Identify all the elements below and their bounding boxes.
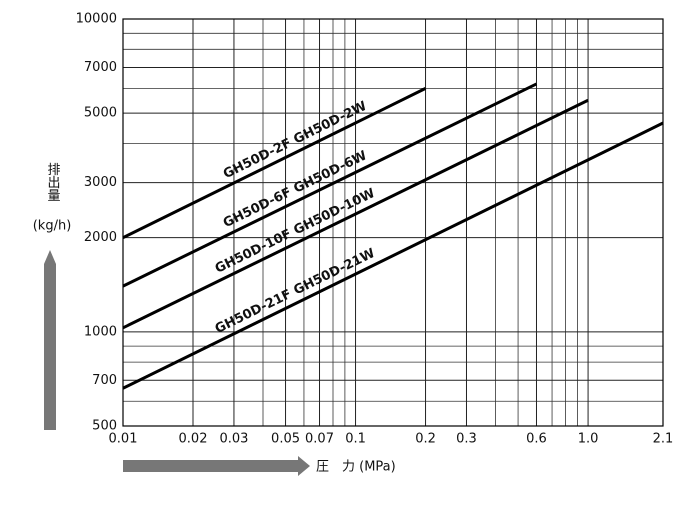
series-line xyxy=(122,87,427,240)
series-line xyxy=(122,121,664,390)
y-tick-label: 5000 xyxy=(84,106,117,121)
x-tick-label: 1.0 xyxy=(578,432,599,447)
x-tick-label: 0.1 xyxy=(345,432,366,447)
y-tick-label: 1000 xyxy=(84,324,117,339)
x-tick-label: 0.07 xyxy=(305,432,334,447)
y-tick-label: 7000 xyxy=(84,60,117,75)
y-unit: (kg/h) xyxy=(33,219,72,234)
y-tick-label: 2000 xyxy=(84,230,117,245)
x-tick-label: 0.02 xyxy=(179,432,208,447)
y-tick-label: 500 xyxy=(92,419,117,434)
series-line xyxy=(122,82,538,288)
series-line xyxy=(122,98,589,330)
y-tick-label: 700 xyxy=(92,373,117,388)
x-tick-label: 0.03 xyxy=(219,432,248,447)
x-tick-label: 0.3 xyxy=(456,432,477,447)
y-title: 排出量 xyxy=(45,163,61,202)
x-tick-label: 0.01 xyxy=(109,432,138,447)
x-tick-label: 0.05 xyxy=(271,432,300,447)
x-tick-label: 0.6 xyxy=(526,432,547,447)
y-tick-label: 3000 xyxy=(84,175,117,190)
y-arrow xyxy=(44,250,56,430)
x-arrow xyxy=(123,456,310,476)
y-tick-label: 10000 xyxy=(76,12,117,27)
x-tick-label: 2.1 xyxy=(653,432,674,447)
plot-frame xyxy=(122,18,664,427)
x-tick-label: 0.2 xyxy=(415,432,436,447)
x-title: 圧 力 (MPa) xyxy=(316,460,396,475)
